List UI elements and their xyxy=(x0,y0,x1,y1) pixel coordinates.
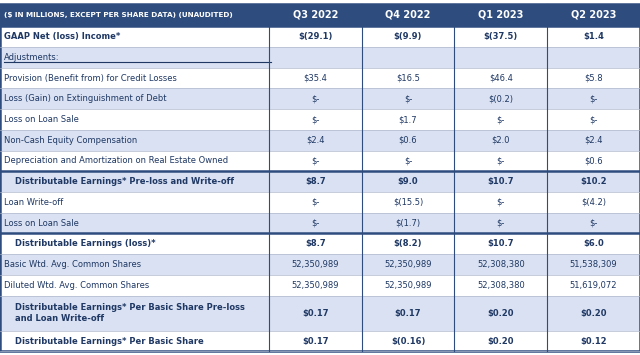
Text: 52,308,380: 52,308,380 xyxy=(477,260,525,269)
Text: $-: $- xyxy=(497,157,505,165)
Text: $(1.7): $(1.7) xyxy=(396,219,420,228)
Bar xyxy=(269,4,362,26)
Bar xyxy=(0,192,640,213)
Bar xyxy=(0,254,640,275)
Text: 52,350,989: 52,350,989 xyxy=(291,260,339,269)
Text: $-: $- xyxy=(311,115,319,124)
Text: Adjustments:: Adjustments: xyxy=(4,53,60,62)
Text: 52,308,380: 52,308,380 xyxy=(477,281,525,290)
Text: Q1 2023: Q1 2023 xyxy=(478,10,524,20)
Text: $-: $- xyxy=(497,219,505,228)
Text: $-: $- xyxy=(311,198,319,207)
Text: 52,350,989: 52,350,989 xyxy=(291,281,339,290)
Text: $46.4: $46.4 xyxy=(489,73,513,83)
Bar xyxy=(0,213,640,234)
Text: $35.4: $35.4 xyxy=(303,73,327,83)
Text: $-: $- xyxy=(589,115,598,124)
Bar xyxy=(0,275,640,296)
Text: $0.20: $0.20 xyxy=(580,308,607,318)
Text: $0.6: $0.6 xyxy=(399,136,417,145)
Bar xyxy=(454,4,547,26)
Text: 52,350,989: 52,350,989 xyxy=(384,260,432,269)
Text: $9.0: $9.0 xyxy=(397,177,419,186)
Text: $(0.2): $(0.2) xyxy=(488,94,513,103)
Bar xyxy=(362,4,454,26)
Bar xyxy=(0,4,269,26)
Text: $(15.5): $(15.5) xyxy=(393,198,423,207)
Text: Distributable Earnings* Per Basic Share Pre-loss
and Loan Write-off: Distributable Earnings* Per Basic Share … xyxy=(15,303,245,323)
Text: Loan Write-off: Loan Write-off xyxy=(4,198,63,207)
Text: $5.8: $5.8 xyxy=(584,73,603,83)
Text: $-: $- xyxy=(589,94,598,103)
Text: $1.4: $1.4 xyxy=(583,32,604,41)
Text: 51,619,072: 51,619,072 xyxy=(570,281,618,290)
Text: Diluted Wtd. Avg. Common Shares: Diluted Wtd. Avg. Common Shares xyxy=(4,281,149,290)
Text: $-: $- xyxy=(404,157,412,165)
Text: $10.7: $10.7 xyxy=(488,177,514,186)
Bar xyxy=(0,331,640,351)
Text: $(0.16): $(0.16) xyxy=(391,337,425,346)
Text: $-: $- xyxy=(311,219,319,228)
Text: Distributable Earnings* Pre-loss and Write-off: Distributable Earnings* Pre-loss and Wri… xyxy=(15,177,234,186)
Text: $2.0: $2.0 xyxy=(492,136,510,145)
Text: $(29.1): $(29.1) xyxy=(298,32,332,41)
Text: Basic Wtd. Avg. Common Shares: Basic Wtd. Avg. Common Shares xyxy=(4,260,141,269)
Bar xyxy=(547,4,640,26)
Text: $(8.2): $(8.2) xyxy=(394,239,422,248)
Bar xyxy=(0,68,640,88)
Text: $-: $- xyxy=(589,219,598,228)
Text: $10.2: $10.2 xyxy=(580,177,607,186)
Text: $0.17: $0.17 xyxy=(395,308,421,318)
Text: $(37.5): $(37.5) xyxy=(484,32,518,41)
Text: $0.17: $0.17 xyxy=(302,337,328,346)
Text: ($ IN MILLIONS, EXCEPT PER SHARE DATA) (UNAUDITED): ($ IN MILLIONS, EXCEPT PER SHARE DATA) (… xyxy=(4,12,232,18)
Text: $(9.9): $(9.9) xyxy=(394,32,422,41)
Text: Distributable Earnings* Per Basic Share: Distributable Earnings* Per Basic Share xyxy=(15,337,204,346)
Text: $16.5: $16.5 xyxy=(396,73,420,83)
Text: Loss on Loan Sale: Loss on Loan Sale xyxy=(4,219,79,228)
Text: Provision (Benefit from) for Credit Losses: Provision (Benefit from) for Credit Loss… xyxy=(4,73,177,83)
Text: $-: $- xyxy=(497,115,505,124)
Text: Loss on Loan Sale: Loss on Loan Sale xyxy=(4,115,79,124)
Bar xyxy=(0,109,640,130)
Bar xyxy=(0,130,640,151)
Text: $8.7: $8.7 xyxy=(305,239,326,248)
Bar xyxy=(0,234,640,254)
Text: GAAP Net (loss) Income*: GAAP Net (loss) Income* xyxy=(4,32,120,41)
Text: Depreciation and Amortization on Real Estate Owned: Depreciation and Amortization on Real Es… xyxy=(4,157,228,165)
Bar xyxy=(0,47,640,68)
Text: $-: $- xyxy=(311,94,319,103)
Text: $0.17: $0.17 xyxy=(302,308,328,318)
Bar xyxy=(0,171,640,192)
Text: $8.7: $8.7 xyxy=(305,177,326,186)
Text: $10.7: $10.7 xyxy=(488,239,514,248)
Text: Distributable Earnings (loss)*: Distributable Earnings (loss)* xyxy=(15,239,156,248)
Bar xyxy=(0,151,640,171)
Text: $0.6: $0.6 xyxy=(584,157,603,165)
Text: $0.20: $0.20 xyxy=(488,337,514,346)
Text: $(4.2): $(4.2) xyxy=(581,198,606,207)
Text: Q3 2022: Q3 2022 xyxy=(292,10,338,20)
Bar xyxy=(0,88,640,109)
Text: 52,350,989: 52,350,989 xyxy=(384,281,432,290)
Bar xyxy=(0,296,640,331)
Text: $6.0: $6.0 xyxy=(583,239,604,248)
Bar xyxy=(0,26,640,47)
Text: Q2 2023: Q2 2023 xyxy=(571,10,616,20)
Text: $-: $- xyxy=(311,157,319,165)
Text: $2.4: $2.4 xyxy=(584,136,603,145)
Text: $-: $- xyxy=(497,198,505,207)
Text: $2.4: $2.4 xyxy=(306,136,324,145)
Text: $1.7: $1.7 xyxy=(399,115,417,124)
Text: $0.12: $0.12 xyxy=(580,337,607,346)
Text: Loss (Gain) on Extinguishment of Debt: Loss (Gain) on Extinguishment of Debt xyxy=(4,94,166,103)
Text: Non-Cash Equity Compensation: Non-Cash Equity Compensation xyxy=(4,136,137,145)
Text: $-: $- xyxy=(404,94,412,103)
Text: 51,538,309: 51,538,309 xyxy=(570,260,618,269)
Text: Q4 2022: Q4 2022 xyxy=(385,10,431,20)
Text: $0.20: $0.20 xyxy=(488,308,514,318)
